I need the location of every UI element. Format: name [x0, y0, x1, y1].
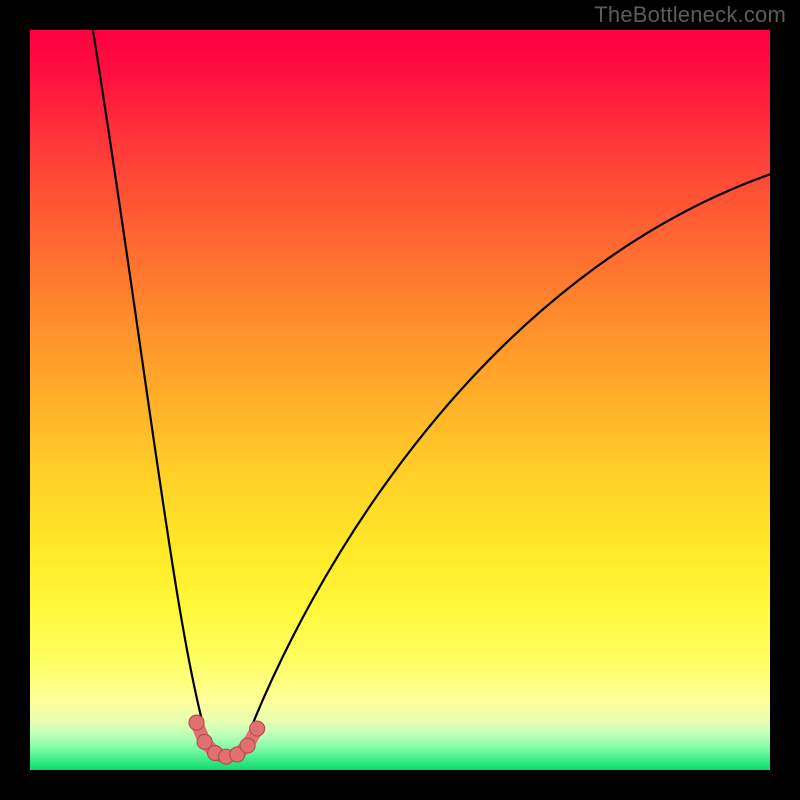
watermark-text: TheBottleneck.com	[594, 2, 786, 28]
gradient-background	[30, 30, 770, 770]
border-left	[0, 0, 30, 800]
border-right	[770, 0, 800, 800]
border-bottom	[0, 770, 800, 800]
plot-area	[0, 0, 800, 800]
